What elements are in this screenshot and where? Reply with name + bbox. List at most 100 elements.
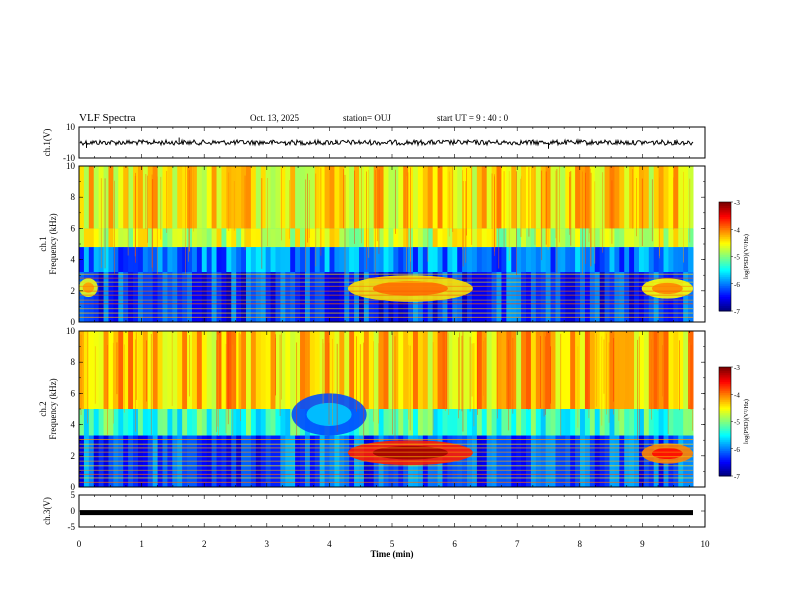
y-tick-label: 4 [71,420,76,430]
spectrogram-cell [403,247,409,273]
spectrogram-cell [403,409,409,436]
spectrogram-cell [260,166,267,229]
spectrogram-cell [216,331,222,409]
spectrogram-cell [452,331,458,409]
colorbar-swatch [719,465,731,468]
spectrogram-cell [358,331,365,409]
spectrogram-cell [604,247,610,273]
spectrogram-cell [113,166,119,229]
spectrogram-cell [540,331,547,409]
spectrogram-cell [368,247,375,273]
spectrogram-cell [216,247,222,273]
spectrogram-cell [157,228,164,248]
spectrogram-cell [378,166,385,229]
spectrogram-cell [344,166,350,229]
spectrogram-cell [103,228,109,248]
spectrogram-cell [624,331,630,409]
spectrogram-cell [673,228,679,248]
y-tick-label: 5 [71,490,76,500]
spectrogram-cell [535,247,542,273]
spectrogram-cell [339,331,345,409]
colorbar-swatch [719,377,731,381]
spectrogram-cell [604,166,610,229]
spectrogram-cell [329,228,335,248]
spectrogram-cell [584,331,591,409]
spectrogram-cell [462,166,468,229]
spectrogram-cell [413,331,419,409]
spectrogram-cell [324,272,331,322]
spectrogram-cell [211,272,218,322]
spectrogram-cell [285,166,291,229]
spectrogram-cell [162,272,168,322]
spectrogram-cell [506,331,512,409]
spectrogram-cell [79,228,85,248]
spectrogram-cell [295,272,301,322]
spectrogram-cell [540,409,547,436]
spectrogram-cell [142,409,149,436]
spectrogram-cell [624,409,630,436]
ch2-spectrogram-ylabel-freq: Frequency (kHz) [48,378,58,439]
spectrogram-cell [432,409,439,436]
spectrogram-cell [422,228,429,248]
spectrogram-cell [309,166,316,229]
spectrogram-cell [147,228,154,248]
spectrogram-cell [643,409,650,436]
spectrogram-cell [565,247,571,273]
colorbar-swatch [719,390,731,393]
spectrogram-cell [250,409,257,436]
colorbar-swatch [719,225,731,228]
spectrogram-cell [177,166,183,229]
spectrogram-cell [521,247,527,273]
x-tick-label: 5 [390,539,395,549]
colorbar-swatch [719,426,731,430]
spectrogram-cell [398,166,404,229]
spectrogram-cell [422,247,429,273]
colorbar-tick-label: -6 [734,446,740,454]
spectrogram-cell [486,331,493,409]
spectrogram-cell [221,409,227,436]
spectrogram-cell [619,228,625,248]
spectrogram-cell [373,409,380,436]
colorbar-swatch [719,439,731,442]
colorbar-swatch [719,245,731,248]
colorbar-swatch [719,223,731,227]
spectrogram-cell [255,247,262,273]
spectrogram-cell [614,247,620,273]
spectrogram-cell [683,409,689,436]
spectrogram-cell [191,228,198,248]
spectrogram-cell [162,228,168,248]
spectrogram-cell [241,409,247,436]
spectrogram-cell [275,228,281,248]
spectrogram-cell [442,409,448,436]
spectrogram-cell [133,409,139,436]
x-tick-label: 7 [515,539,520,549]
spectrogram-cell [476,272,483,322]
colorbar-swatch [719,423,731,426]
spectrogram-cell [246,228,252,248]
spectrogram-cell [462,272,468,322]
spectrogram-cell [137,331,144,409]
spectrogram-cell [432,228,439,248]
spectrogram-cell [162,331,168,409]
spectrogram-cell [231,331,237,409]
spectrogram-cell [83,166,90,229]
spectrogram-cell [501,272,507,322]
ch1-waveform-ylabel: ch.1(V) [42,129,52,157]
y-tick-label: 2 [71,451,76,461]
colorbar-swatch [719,450,731,453]
spectrogram-cell [496,247,502,273]
spectrogram-cell [462,409,468,436]
spectrogram-cell [668,331,674,409]
spectrogram-cell [668,228,674,248]
spectrogram-cell [177,272,183,322]
spectrogram-cell [398,409,404,436]
colorbar-swatch [719,414,731,417]
x-tick-label: 10 [701,539,711,549]
colorbar-swatch [719,386,731,390]
spectrogram-cell [226,272,232,322]
spectrogram-cell [486,166,493,229]
spectrogram-cell [378,409,385,436]
spectrogram-cell [182,247,188,273]
spectrogram-cell [496,166,502,229]
spectrogram-cell [491,331,498,409]
